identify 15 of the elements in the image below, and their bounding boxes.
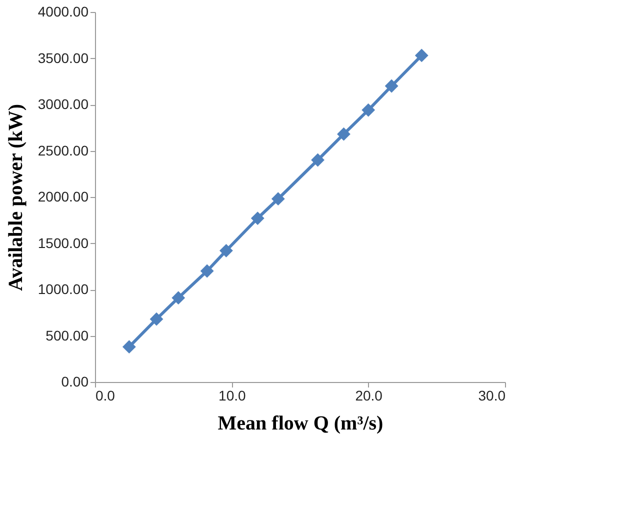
x-axis-title: Mean flow Q (m³/s) xyxy=(218,412,384,434)
y-tick-label: 1000.00 xyxy=(38,281,89,297)
y-tick-label: 1500.00 xyxy=(38,234,89,251)
y-tick-label: 4000.00 xyxy=(38,4,89,20)
y-axis-title: Available power (kW) xyxy=(4,104,27,292)
y-tick-label: 2000.00 xyxy=(38,188,89,204)
x-tick-label: 20.0 xyxy=(355,388,383,404)
y-tick-label: 0.00 xyxy=(61,374,89,390)
x-tick-label: 30.0 xyxy=(478,388,506,404)
y-tick-label: 3000.00 xyxy=(38,96,89,112)
x-tick-label: 10.0 xyxy=(218,388,246,404)
y-tick-label: 500.00 xyxy=(46,327,89,344)
y-tick-label: 3500.00 xyxy=(38,50,89,66)
y-tick-label: 2500.00 xyxy=(38,142,89,158)
x-tick-label: 0.0 xyxy=(96,388,116,404)
